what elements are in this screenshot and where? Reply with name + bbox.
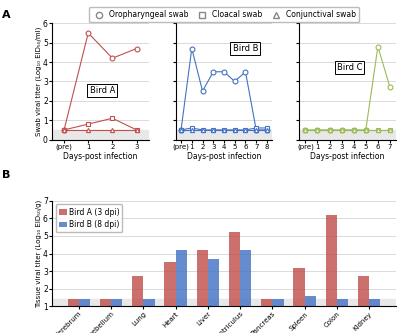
Bar: [272, 299, 284, 324]
X-axis label: Days-post infection: Days-post infection: [187, 152, 261, 161]
Bar: [164, 262, 176, 324]
X-axis label: Days-post infection: Days-post infection: [63, 152, 138, 161]
Y-axis label: Swab viral titer (Log₁₀ EID₅₀/ml): Swab viral titer (Log₁₀ EID₅₀/ml): [35, 27, 42, 136]
Legend: Bird A (3 dpi), Bird B (8 dpi): Bird A (3 dpi), Bird B (8 dpi): [56, 204, 122, 232]
Bar: [304, 296, 316, 324]
Bar: [132, 276, 144, 324]
Bar: [337, 299, 348, 324]
Bar: [229, 232, 240, 324]
Bar: [100, 299, 111, 324]
Bar: [358, 276, 369, 324]
Bar: [369, 299, 380, 324]
Bar: [176, 130, 272, 140]
Bar: [79, 299, 90, 324]
Bar: [52, 130, 149, 140]
Bar: [261, 299, 272, 324]
Bar: [208, 259, 219, 324]
Text: Bird C: Bird C: [337, 63, 362, 72]
Bar: [68, 299, 79, 324]
Text: Bird B: Bird B: [232, 44, 258, 53]
X-axis label: Days-post infection: Days-post infection: [310, 152, 385, 161]
Bar: [293, 268, 304, 324]
Y-axis label: Tissue viral titer (Log₁₀ EID₅₀/g): Tissue viral titer (Log₁₀ EID₅₀/g): [35, 199, 42, 308]
Bar: [144, 299, 155, 324]
Bar: [176, 250, 187, 324]
Bar: [196, 250, 208, 324]
Bar: [326, 215, 337, 324]
Bar: [240, 250, 252, 324]
Text: A: A: [2, 10, 11, 20]
Bar: [111, 299, 122, 324]
Bar: [299, 130, 396, 140]
Text: Bird A: Bird A: [90, 86, 115, 95]
Text: B: B: [2, 170, 10, 180]
Bar: [52, 299, 396, 306]
Legend: Oropharyngeal swab, Cloacal swab, Conjunctival swab: Oropharyngeal swab, Cloacal swab, Conjun…: [89, 7, 359, 22]
